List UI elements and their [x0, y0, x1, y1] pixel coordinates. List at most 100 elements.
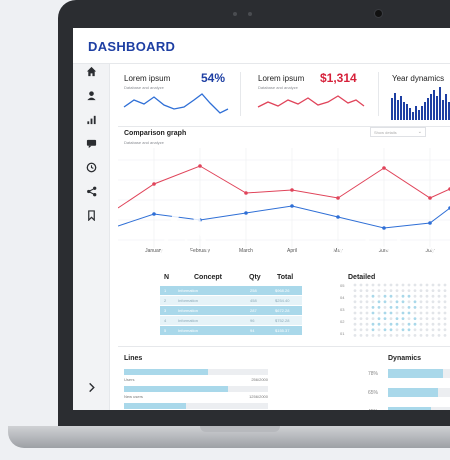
matrix-dot	[365, 294, 369, 298]
matrix-dot	[413, 334, 417, 337]
matrix-row-label: 03	[340, 307, 345, 312]
matrix-dot	[407, 317, 411, 320]
matrix-dot	[419, 317, 423, 320]
matrix-dot	[377, 311, 381, 315]
chevron-down-icon: ⌄	[417, 129, 422, 135]
comparison-chart	[118, 148, 450, 248]
matrix-dot	[425, 306, 429, 309]
matrix-dot	[437, 317, 441, 320]
matrix-dot	[359, 300, 363, 304]
matrix-dot	[419, 294, 423, 298]
matrix-dot	[395, 311, 399, 315]
matrix-dot	[401, 322, 405, 326]
matrix-dot	[353, 306, 357, 309]
bar-chart-icon[interactable]	[84, 114, 99, 129]
dynamics-fill	[388, 388, 438, 397]
matrix-dot	[425, 300, 429, 304]
matrix-dot	[359, 306, 363, 309]
cell-n: 3	[164, 308, 167, 313]
matrix-dot	[425, 311, 429, 315]
clock-icon[interactable]	[84, 162, 99, 177]
chevron-right-icon[interactable]	[84, 382, 99, 397]
matrix-dot	[413, 300, 417, 304]
matrix-dot	[371, 283, 375, 287]
matrix-dot	[359, 294, 363, 298]
matrix-dot	[389, 289, 393, 292]
card-value: $1,314	[320, 71, 357, 85]
matrix-dot	[395, 283, 399, 287]
matrix-dot	[365, 322, 369, 326]
matrix-dot	[407, 306, 411, 309]
lines-title: Lines	[124, 355, 143, 362]
matrix-dot	[407, 328, 411, 332]
matrix-dot	[443, 311, 447, 315]
watermark-text: Adobe	[324, 234, 439, 276]
cell-qty: 287	[250, 308, 257, 313]
bookmark-icon[interactable]	[84, 210, 99, 225]
table-row[interactable]: 1 Information 258 $968.26	[160, 286, 302, 295]
cell-concept: Information	[178, 328, 199, 333]
detailed-dot-matrix	[353, 283, 447, 337]
matrix-dot	[431, 294, 435, 298]
matrix-dot	[431, 306, 435, 309]
table-row[interactable]: 3 Information 287 $672.28	[160, 306, 302, 315]
home-icon[interactable]	[84, 66, 99, 81]
matrix-dot	[431, 289, 435, 292]
matrix-dot	[413, 322, 417, 326]
matrix-dot	[401, 311, 405, 315]
matrix-dot	[413, 289, 417, 292]
matrix-dot	[389, 306, 393, 309]
user-icon[interactable]	[84, 90, 99, 105]
matrix-dot	[389, 283, 393, 287]
matrix-dot	[395, 334, 399, 337]
matrix-dot	[431, 334, 435, 337]
matrix-dot	[407, 334, 411, 337]
matrix-dot	[389, 300, 393, 304]
matrix-dot	[359, 328, 363, 332]
matrix-dot	[395, 289, 399, 292]
details-dropdown[interactable]: Show details ⌄	[370, 127, 426, 137]
matrix-dot	[353, 300, 357, 304]
progress-fill	[124, 403, 186, 409]
progress-label: Users	[124, 377, 135, 382]
matrix-dot	[365, 317, 369, 320]
matrix-dot	[353, 289, 357, 292]
table-row[interactable]: 4 Information 96 $752.28	[160, 316, 302, 325]
year-dynamics-bars	[391, 87, 450, 120]
matrix-dot	[437, 289, 441, 292]
matrix-dot	[395, 328, 399, 332]
share-icon[interactable]	[84, 186, 99, 201]
table-row[interactable]: 2 Information 458 $254.40	[160, 296, 302, 305]
laptop-notch	[200, 426, 280, 432]
sidebar	[73, 64, 110, 410]
matrix-dot	[419, 322, 423, 326]
cell-qty: 258	[250, 288, 257, 293]
table-header-total: Total	[277, 274, 294, 281]
matrix-dot	[425, 283, 429, 287]
message-icon[interactable]	[84, 138, 99, 153]
matrix-dot	[431, 283, 435, 287]
table-header-qty: Qty	[249, 274, 261, 281]
page-title: DASHBOARD	[88, 39, 176, 54]
matrix-dot	[359, 283, 363, 287]
matrix-dot	[425, 328, 429, 332]
cell-qty: 94	[250, 328, 255, 333]
card-value: 54%	[201, 71, 226, 85]
progress-label: New users	[124, 394, 143, 399]
matrix-dot	[353, 322, 357, 326]
matrix-dot	[395, 294, 399, 298]
cell-total: $155.37	[275, 328, 290, 333]
matrix-dot	[425, 289, 429, 292]
matrix-dot	[377, 294, 381, 298]
cell-concept: Information	[178, 298, 199, 303]
divider	[118, 346, 450, 347]
detailed-title: Detailed	[348, 274, 376, 281]
comparison-title: Comparison graph	[124, 130, 187, 137]
matrix-dot	[437, 283, 441, 287]
matrix-dot	[443, 300, 447, 304]
webcam	[374, 9, 383, 18]
dynamics-title: Dynamics	[388, 355, 422, 362]
table-row[interactable]: 5 Information 94 $155.37	[160, 326, 302, 335]
matrix-dot	[401, 294, 405, 298]
matrix-dot	[413, 328, 417, 332]
